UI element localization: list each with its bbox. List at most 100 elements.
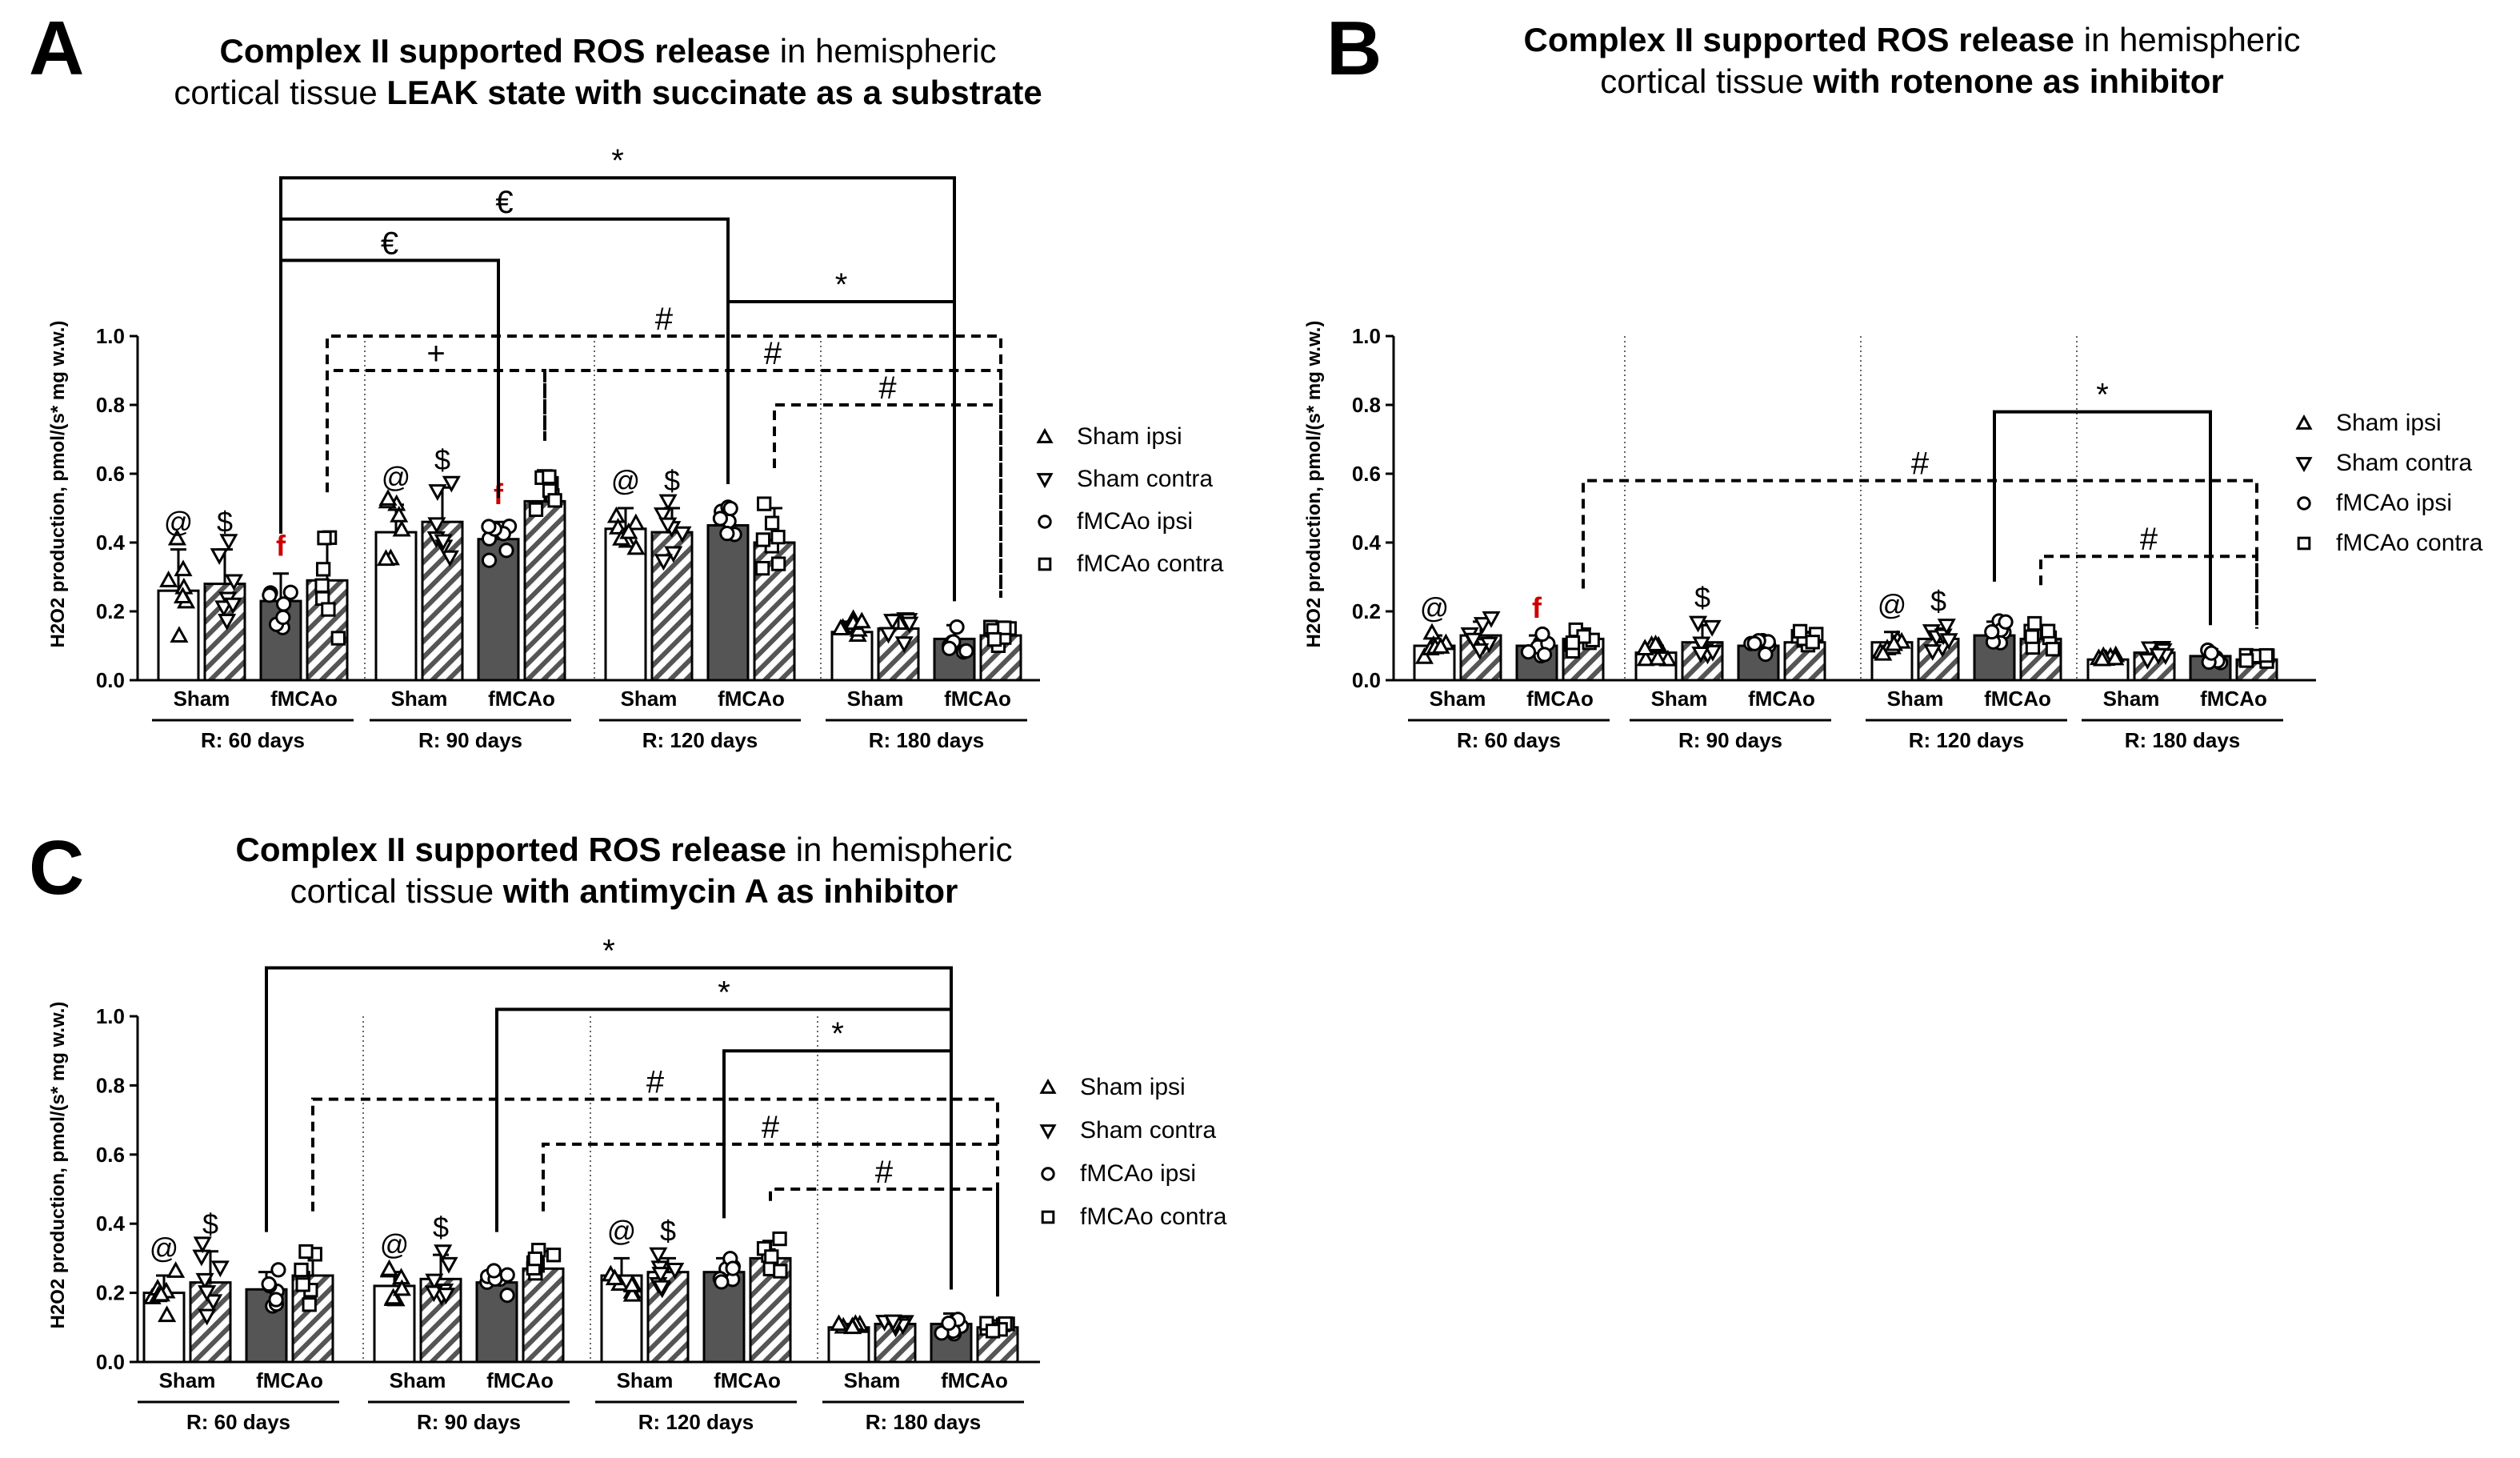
significance-mark: @ <box>1420 591 1450 624</box>
data-point <box>390 506 409 523</box>
data-point <box>1536 647 1553 663</box>
significance-mark: $ <box>664 464 680 497</box>
data-point <box>192 1249 211 1267</box>
data-point <box>664 546 683 563</box>
x-group-label: R: 60 days <box>186 1410 290 1434</box>
data-point <box>282 584 298 600</box>
data-point <box>378 489 398 506</box>
x-group-label: R: 120 days <box>638 1410 754 1434</box>
data-point <box>1648 648 1667 666</box>
data-point <box>167 528 186 546</box>
data-point <box>1520 644 1537 660</box>
x-sub-label: Sham <box>847 687 904 711</box>
data-point <box>658 494 678 511</box>
data-point <box>1691 646 1710 663</box>
data-point <box>997 620 1012 635</box>
legend-label: Sham contra <box>2336 450 2472 476</box>
bar-c-sham-ipsi-0 <box>142 1292 186 1364</box>
data-point <box>223 597 242 615</box>
bracket-symbol: # <box>1911 447 1930 482</box>
x-sub-label: fMCAo <box>1984 687 2051 711</box>
panel-b-title-bold1: Complex II supported ROS release <box>1523 21 2075 58</box>
data-point <box>2045 642 2061 657</box>
significance-mark: @ <box>607 1214 637 1247</box>
legend-marker <box>1039 1124 1057 1140</box>
comparison-bracket <box>773 403 1002 598</box>
data-point <box>275 609 291 626</box>
y-axis-label: H2O2 production, pmol/(s* mg w.w.) <box>47 321 69 648</box>
comparison-bracket <box>722 1049 953 1290</box>
data-point <box>270 1262 286 1278</box>
data-point <box>219 534 238 551</box>
data-point <box>499 1267 515 1283</box>
data-point <box>2093 649 2112 667</box>
data-point <box>204 1294 223 1312</box>
x-sub-label: fMCAo <box>941 1368 1008 1392</box>
data-point <box>622 1275 642 1292</box>
data-point <box>1482 611 1501 628</box>
legend-marker <box>2297 496 2311 511</box>
data-point <box>757 496 772 511</box>
data-point <box>1565 635 1581 651</box>
data-point <box>170 626 189 643</box>
data-point <box>159 571 178 587</box>
data-point <box>1998 614 2014 630</box>
x-group-label: R: 60 days <box>201 728 305 752</box>
data-point <box>985 1324 1001 1339</box>
significance-mark: f <box>1532 591 1542 624</box>
data-point <box>626 538 646 555</box>
x-sub-label: Sham <box>2103 687 2160 711</box>
legend-label: fMCAo contra <box>2336 530 2483 556</box>
data-point <box>528 502 544 518</box>
data-point <box>151 1284 170 1302</box>
data-point <box>210 1260 230 1278</box>
data-point <box>1646 635 1666 651</box>
data-point <box>829 1314 849 1332</box>
legend-label: fMCAo ipsi <box>2336 490 2452 516</box>
data-point <box>622 1284 642 1302</box>
data-point <box>440 550 459 567</box>
y-axis-label: H2O2 production, pmol/(s* mg w.w.) <box>1303 321 1325 648</box>
y-tick-label: 0.8 <box>1352 393 1381 417</box>
data-point <box>424 1285 443 1303</box>
data-point <box>986 631 1002 647</box>
legend-label: fMCAo contra <box>1077 551 1224 577</box>
significance-mark: @ <box>382 461 411 494</box>
bar-c-sham-contra-0 <box>189 1281 232 1364</box>
data-point <box>198 1308 217 1326</box>
x-sub-label: fMCAo <box>714 1368 781 1392</box>
data-point <box>725 1260 741 1276</box>
panel-b-title: Complex II supported ROS release in hemi… <box>1408 19 2416 102</box>
data-point <box>376 549 396 567</box>
data-point <box>214 600 234 618</box>
data-point <box>649 1247 668 1264</box>
significance-mark: @ <box>164 506 194 539</box>
data-point <box>2024 629 2040 644</box>
panel-c-title-bold2: with antimycin A as inhibitor <box>502 872 958 910</box>
data-point <box>653 507 673 524</box>
data-point <box>770 556 786 571</box>
x-group-label: R: 120 days <box>642 728 758 752</box>
comparison-bracket <box>1582 479 2258 629</box>
data-point <box>719 526 735 542</box>
significance-mark: f <box>276 530 286 563</box>
y-tick-label: 1.0 <box>96 1004 125 1028</box>
panel-a-title-bold2: LEAK state with succinate as a substrate <box>386 74 1042 111</box>
y-tick-label: 1.0 <box>96 324 125 348</box>
data-point <box>666 1262 685 1280</box>
data-point <box>442 475 461 493</box>
data-point <box>2040 623 2056 639</box>
data-point <box>261 1276 277 1292</box>
y-axis-label: H2O2 production, pmol/(s* mg w.w.) <box>47 1002 69 1329</box>
bar-c-fmcao-contra-1 <box>522 1267 565 1364</box>
bar-c-fmcao-ipsi-0 <box>245 1288 288 1364</box>
x-sub-label: Sham <box>1887 687 1944 711</box>
data-point <box>1937 619 1956 635</box>
x-sub-label: Sham <box>1430 687 1486 711</box>
significance-mark: @ <box>380 1228 410 1261</box>
data-point <box>722 500 738 517</box>
bracket-symbol: * <box>831 1016 844 1051</box>
data-point <box>831 619 850 636</box>
x-sub-label: fMCAo <box>718 687 785 711</box>
data-point <box>486 1263 502 1279</box>
